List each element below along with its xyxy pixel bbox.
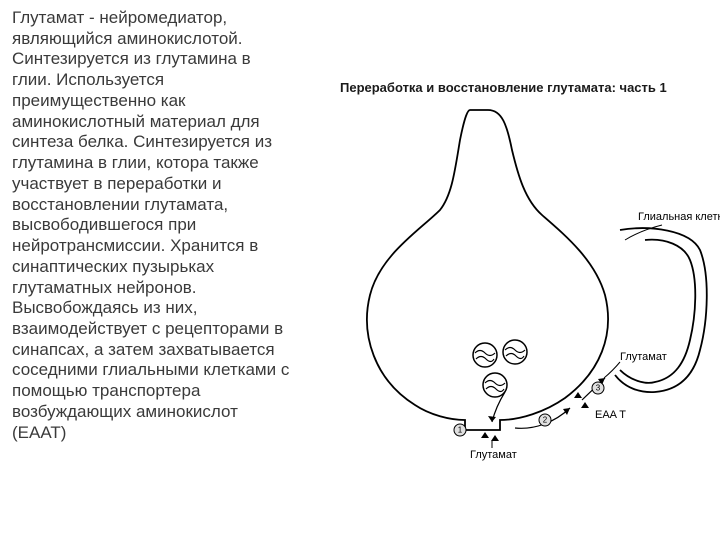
diagram-svg: 1 2 3 Глиальная клетка Глутамат Глута <box>320 100 720 480</box>
marker-3: 3 <box>592 382 604 394</box>
vesicle-3 <box>483 373 507 397</box>
svg-text:Глутамат: Глутамат <box>470 449 517 461</box>
particle-3 <box>574 392 582 398</box>
text-column: Глутамат - нейромедиатор, являющийся ами… <box>0 0 300 540</box>
diagram-column: Переработка и восстановление глутамата: … <box>300 0 720 540</box>
svg-text:1: 1 <box>458 426 463 435</box>
svg-text:EAA T: EAA T <box>595 409 626 421</box>
marker-2: 2 <box>539 414 551 426</box>
svg-text:3: 3 <box>596 384 601 393</box>
label-glia-cell: Глиальная клетка <box>625 211 720 240</box>
vesicle-1 <box>473 343 497 367</box>
label-eaat: EAA T <box>595 409 626 421</box>
particle-1 <box>481 432 489 438</box>
label-glutamate-bottom: Глутамат <box>470 440 517 461</box>
body-text: Глутамат - нейромедиатор, являющийся ами… <box>12 8 290 443</box>
diagram-title: Переработка и восстановление глутамата: … <box>340 80 667 95</box>
glia-outline <box>615 228 707 392</box>
svg-text:2: 2 <box>543 416 548 425</box>
label-glutamate-right: Глутамат <box>604 351 667 378</box>
svg-text:Глиальная клетка: Глиальная клетка <box>638 211 720 223</box>
neuron-outline <box>367 110 608 430</box>
glutamate-diagram: 1 2 3 Глиальная клетка Глутамат Глута <box>320 100 720 480</box>
particle-4 <box>581 402 589 408</box>
vesicle-2 <box>503 340 527 364</box>
svg-text:Глутамат: Глутамат <box>620 351 667 363</box>
marker-1: 1 <box>454 424 466 436</box>
